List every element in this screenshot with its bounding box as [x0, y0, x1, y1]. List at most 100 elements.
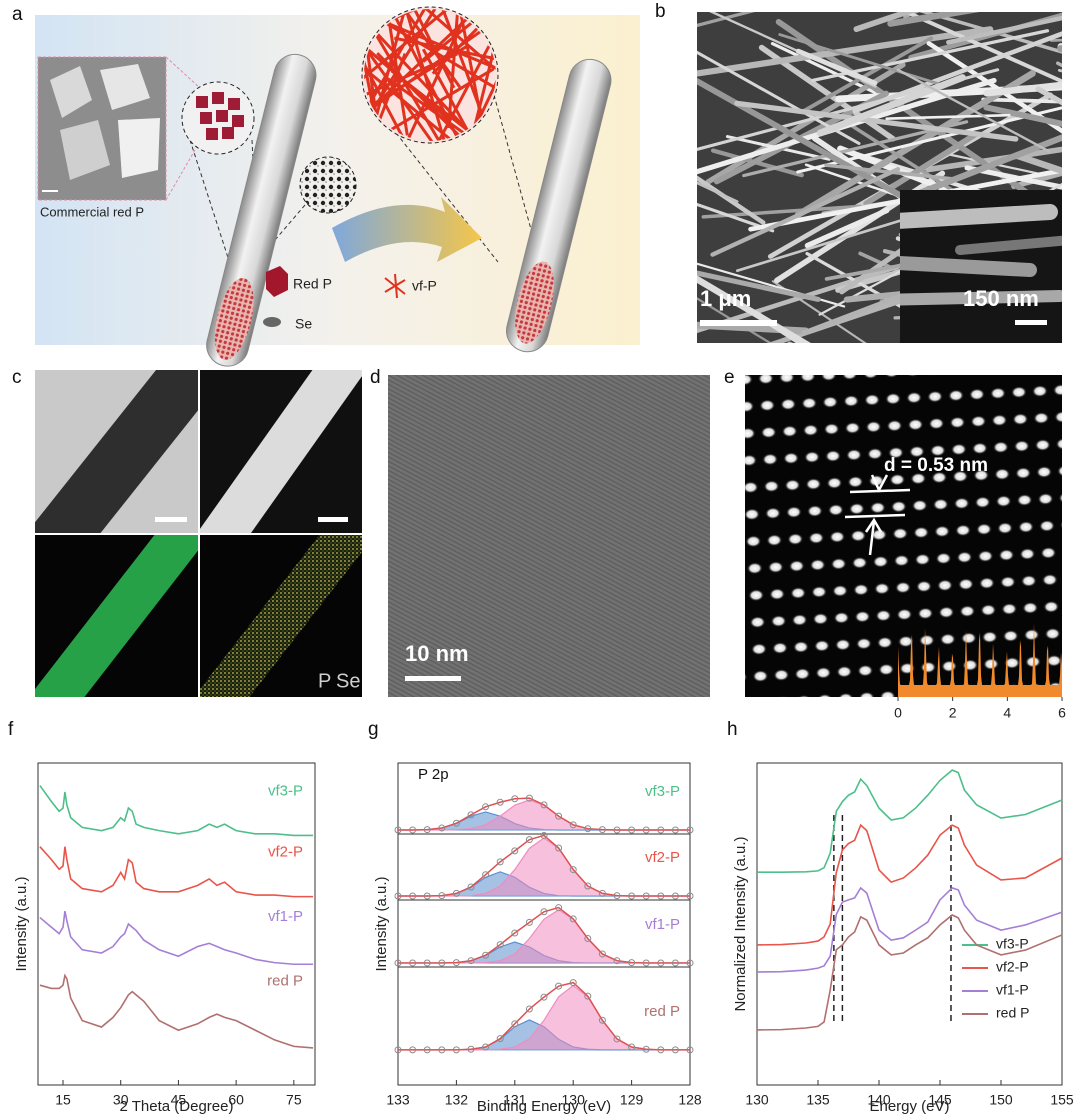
nanowire: [697, 12, 755, 28]
nanowire: [1057, 42, 1062, 51]
panel-label: f: [8, 719, 14, 740]
panel-label: e: [724, 367, 735, 388]
data-point: [540, 908, 548, 916]
data-point: [438, 892, 446, 900]
data-point: [394, 1046, 402, 1054]
panel-a: Commercial red P Red P Se: [35, 6, 640, 367]
map-label: Se: [336, 670, 360, 692]
data-point: [598, 950, 606, 958]
x-tick-label: 155: [1050, 1092, 1074, 1108]
x-tick-label: 130: [562, 1092, 586, 1108]
nanowire: [1061, 59, 1062, 62]
fiber: [364, 9, 496, 81]
spacing-marker: [844, 474, 911, 556]
series-label: vf1-P: [268, 908, 303, 925]
legend-label: vf2-P: [996, 959, 1029, 975]
annotation: P 2p: [418, 766, 449, 783]
nanowire: [953, 0, 1080, 3]
legend-icon: [263, 317, 281, 327]
x-tick-label: 30: [113, 1092, 129, 1108]
data-point: [686, 826, 694, 834]
panel-label: c: [12, 367, 22, 388]
nanowire: [983, 104, 1062, 127]
data-point: [525, 1005, 533, 1013]
data-point: [657, 826, 665, 834]
scale-bar: [155, 517, 187, 522]
data-point: [467, 811, 475, 819]
nanowire: [697, 175, 766, 225]
series-line: [39, 910, 314, 966]
x-tick-label: 75: [286, 1092, 302, 1108]
legend-label: red P: [996, 1005, 1029, 1021]
data-point: [467, 883, 475, 891]
data-point: [511, 1020, 519, 1028]
crystal: [118, 118, 160, 178]
nanowire: [983, 81, 1062, 97]
data-point: [482, 951, 490, 959]
scale-bar: [405, 676, 461, 681]
nanowire: [734, 100, 1019, 142]
fiber: [372, 9, 469, 110]
nanowire: [1057, 45, 1062, 52]
series-label: red P: [267, 972, 303, 989]
data-point: [496, 798, 504, 806]
annotation: d = 0.53 nm: [884, 455, 988, 476]
series-line: [756, 914, 1063, 1031]
fit-line: [398, 981, 690, 1051]
series-label: vf1-P: [645, 916, 680, 933]
data-point: [482, 1043, 490, 1051]
nanowire: [918, 12, 1062, 54]
data-point: [394, 826, 402, 834]
nanowire: [946, 15, 1062, 45]
data-point: [598, 889, 606, 897]
data-point: [423, 892, 431, 900]
data-point: [525, 794, 533, 802]
data-point: [569, 979, 577, 987]
data-point: [438, 959, 446, 967]
series-label: red P: [644, 1003, 680, 1020]
data-point: [686, 892, 694, 900]
data-point: [628, 826, 636, 834]
data-point: [496, 941, 504, 949]
data-point: [686, 959, 694, 967]
profile-axis: 0 2 4 6: [894, 697, 1066, 721]
data-point: [452, 959, 460, 967]
data-point: [555, 982, 563, 990]
data-point: [482, 871, 490, 879]
zoom-line: [165, 56, 201, 89]
data-point: [569, 821, 577, 829]
nanowire: [1070, 238, 1080, 316]
legend-label: vf1-P: [996, 982, 1029, 998]
data-point: [525, 836, 533, 844]
data-point: [628, 959, 636, 967]
x-tick-label: 132: [445, 1092, 469, 1108]
zoom-line: [493, 94, 541, 263]
data-point: [409, 959, 417, 967]
nanowire: [1066, 225, 1080, 288]
nanowire: [1069, 13, 1080, 67]
series-line: [39, 846, 314, 898]
nanowire: [778, 33, 941, 86]
fiber: [364, 9, 409, 141]
data-point: [452, 1046, 460, 1054]
series-line: [757, 769, 1063, 873]
peak-fill: [398, 838, 690, 896]
data-point: [452, 889, 460, 897]
y-axis-label: Normalized Intensity (a.u.): [732, 836, 749, 1011]
hrtem-image: [388, 375, 710, 697]
fit-line: [398, 797, 690, 831]
nanowire: [1011, 170, 1062, 189]
tick-label: 0: [894, 705, 902, 721]
series-label: vf2-P: [268, 844, 303, 861]
fiber: [403, 45, 491, 141]
scale-label: 10 nm: [405, 641, 469, 666]
data-point: [657, 892, 665, 900]
data-point: [511, 929, 519, 937]
nanowire: [799, 36, 934, 115]
x-axis-label: Binding Energy (eV): [477, 1098, 611, 1115]
scale-label: 150 nm: [963, 286, 1039, 311]
series-label: vf2-P: [645, 849, 680, 866]
peak-fill: [398, 909, 690, 963]
data-point: [686, 1046, 694, 1054]
nanowire: [1057, 68, 1062, 73]
